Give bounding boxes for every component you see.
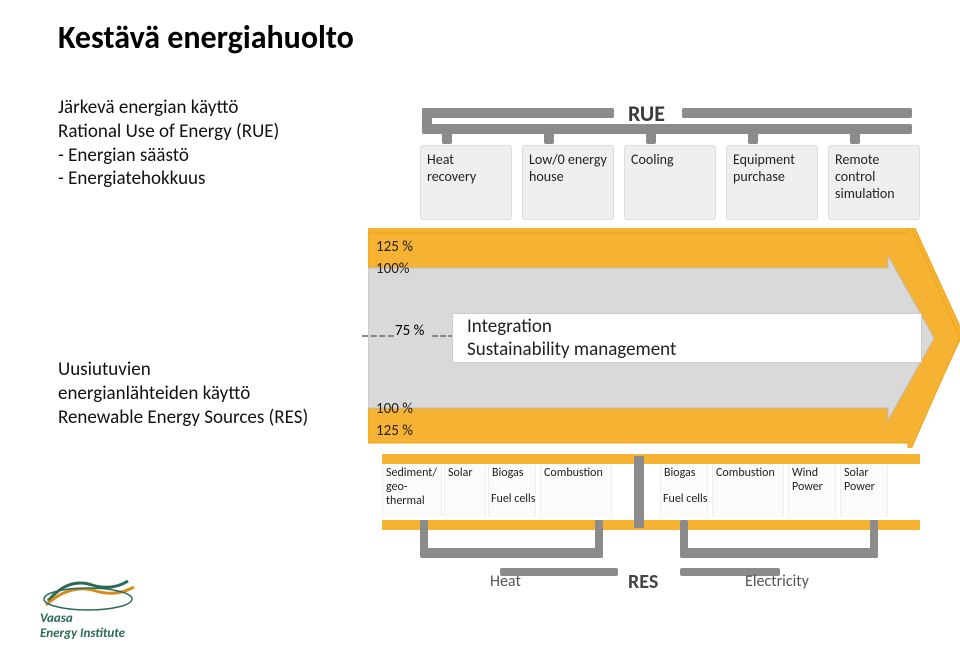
pct-mid: 75 %: [395, 322, 424, 340]
res-col: Combustion: [540, 465, 612, 517]
res-hbar: [680, 548, 878, 558]
res-columns: Sediment/ geo- thermal Solar Biogas Fuel…: [382, 465, 922, 533]
res-col: Solar: [444, 465, 486, 517]
pct-top: 125 % 100%: [376, 238, 446, 282]
pct-bot: 100 % 125 %: [376, 400, 446, 444]
text-line: Uusiutuvien: [58, 358, 328, 382]
logo-line: Vaasa: [40, 611, 73, 626]
rue-col: Remote control simulation: [828, 145, 920, 220]
rue-col: Equipment purchase: [726, 145, 818, 220]
rue-col: Cooling: [624, 145, 716, 220]
text-line: - Energiatehokkuus: [58, 167, 328, 191]
text-line: Rational Use of Energy (RUE): [58, 120, 328, 144]
pct: 125 %: [376, 422, 446, 440]
dash: [432, 335, 454, 337]
logo: Vaasa Energy Institute: [40, 567, 210, 641]
text-line: Renewable Energy Sources (RES): [58, 406, 328, 430]
res-col: Sediment/ geo- thermal: [382, 465, 442, 517]
res-col: Combustion: [712, 465, 784, 517]
logo-line: Energy Institute: [40, 626, 125, 641]
text-line: energianlähteiden käyttö: [58, 382, 328, 406]
res-heat-label: Heat: [490, 572, 521, 591]
text-line: Järkevä energian käyttö: [58, 96, 328, 120]
res-col: Fuel cells: [660, 491, 716, 543]
rue-col: Heat recovery: [420, 145, 512, 220]
res-col: Fuel cells: [488, 491, 544, 543]
left-rue-block: Järkevä energian käyttö Rational Use of …: [58, 96, 328, 191]
text-line: - Energian säästö: [58, 144, 328, 168]
res-col: Solar Power: [840, 465, 888, 517]
center-line: Integration: [467, 315, 921, 338]
pct: 100 %: [376, 400, 446, 418]
res-divider: [634, 456, 644, 528]
res-elec-label: Electricity: [745, 572, 809, 591]
res-stripe: [382, 454, 920, 464]
page-title: Kestävä energiahuolto: [58, 18, 354, 57]
pct: 125 %: [376, 238, 446, 256]
center-line: Sustainability management: [467, 338, 921, 361]
center-box: Integration Sustainability management: [452, 313, 922, 363]
res-col: Wind Power: [788, 465, 836, 517]
logo-text: Vaasa Energy Institute: [40, 611, 210, 641]
rue-tree: [422, 90, 912, 145]
res-hbar: [420, 548, 603, 558]
res-main-label: RES: [628, 570, 658, 594]
pct: 100%: [376, 260, 446, 278]
rue-col: Low/0 energy house: [522, 145, 614, 220]
left-res-block: Uusiutuvien energianlähteiden käyttö Ren…: [58, 358, 328, 429]
dash: [362, 335, 394, 337]
